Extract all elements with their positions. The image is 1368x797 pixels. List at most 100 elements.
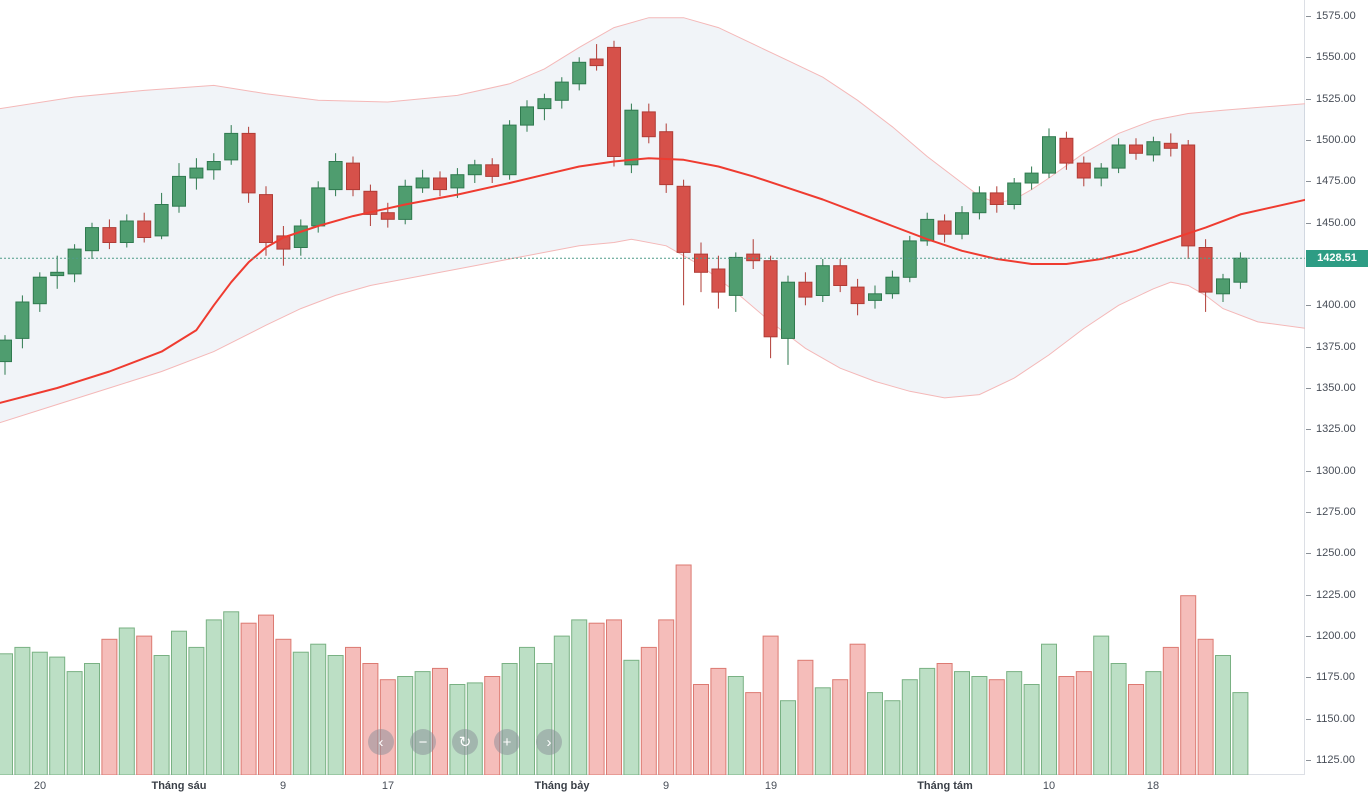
price-tick-label: 1300.00 <box>1316 465 1356 477</box>
chart-canvas[interactable] <box>0 0 1305 775</box>
volume-bar <box>501 663 518 775</box>
price-tick-mark <box>1306 719 1311 720</box>
volume-bar <box>397 676 414 775</box>
volume-bar <box>379 679 396 775</box>
volume-bar <box>727 676 744 775</box>
sma-line <box>0 157 1305 404</box>
volume-bar <box>640 646 657 775</box>
volume-bar <box>275 638 292 775</box>
pan-left-button[interactable]: ‹ <box>368 729 394 755</box>
price-tick-label: 1525.00 <box>1316 93 1356 105</box>
price-tick-label: 1150.00 <box>1316 713 1355 725</box>
candle-body <box>346 162 360 191</box>
volume-bar <box>1215 655 1231 775</box>
candle-body <box>989 192 1004 205</box>
price-tick-mark <box>1306 553 1311 554</box>
candle-body <box>0 339 12 363</box>
candle-body <box>224 132 239 161</box>
candle-body <box>467 164 482 176</box>
candle-body <box>955 212 969 235</box>
volume-bar <box>258 614 274 775</box>
candle-body <box>485 164 500 177</box>
candle-body <box>711 268 726 293</box>
candle-body <box>433 177 447 191</box>
candle-body <box>815 265 830 297</box>
candle-body <box>763 260 778 338</box>
price-tick-mark <box>1306 99 1311 100</box>
time-axis[interactable]: 20 Tháng sáu 9 17 Tháng bảy 9 19 Tháng tám 10 18 <box>0 776 1368 797</box>
price-tick-mark <box>1306 140 1311 141</box>
candle-body <box>189 167 204 179</box>
price-tick-label: 1400.00 <box>1316 299 1356 311</box>
volume-bar <box>153 655 170 775</box>
time-axis-label: 18 <box>1146 780 1160 792</box>
candle-body <box>885 276 900 295</box>
volume-bar <box>1232 692 1249 775</box>
price-tick-mark <box>1306 636 1311 637</box>
volume-bar <box>31 651 48 775</box>
price-tick-label: 1125.00 <box>1316 754 1355 766</box>
price-tick-label: 1225.00 <box>1316 589 1356 601</box>
candle-body <box>902 240 917 278</box>
volume-bar <box>762 635 779 775</box>
time-axis-label: 10 <box>1042 780 1056 792</box>
candle-body <box>1111 144 1126 169</box>
candle-body <box>746 253 761 262</box>
candle-body <box>554 81 569 101</box>
volume-bar <box>345 646 361 775</box>
volume-bar <box>14 646 31 775</box>
price-tick-mark <box>1306 471 1311 472</box>
candle-body <box>607 46 621 157</box>
price-tick-label: 1375.00 <box>1316 341 1356 353</box>
reset-chart-button[interactable]: ↻ <box>452 729 478 755</box>
candle-body <box>920 218 935 242</box>
volume-bar <box>362 663 379 775</box>
volume-bar <box>536 663 553 775</box>
candle-body <box>624 109 639 166</box>
candle-body <box>972 192 987 214</box>
candle-body <box>572 61 587 85</box>
time-axis-label: 9 <box>279 780 287 792</box>
candle-body <box>850 286 865 305</box>
price-tick-label: 1350.00 <box>1316 382 1356 394</box>
volume-bar <box>49 656 66 775</box>
volume-bar <box>0 653 13 775</box>
zoom-out-button[interactable]: − <box>410 729 436 755</box>
price-tick-label: 1450.00 <box>1316 217 1356 229</box>
candle-body <box>32 276 47 305</box>
candle-body <box>67 248 82 275</box>
candle-body <box>363 190 378 215</box>
volume-bar <box>292 651 309 775</box>
volume-bar <box>867 692 883 775</box>
chart-nav-controls: ‹ − ↻ + › <box>368 729 562 755</box>
volume-bar <box>188 646 205 775</box>
pan-right-button[interactable]: › <box>536 729 562 755</box>
volume-bar <box>606 619 622 775</box>
volume-bar <box>1197 638 1214 775</box>
volume-bar <box>432 667 448 775</box>
price-axis[interactable]: 1575.00 1550.00 1525.00 1500.00 1475.00 1450.… <box>1306 0 1368 775</box>
candle-body <box>1198 247 1213 293</box>
candle-body <box>102 227 117 244</box>
candle-body <box>119 220 134 243</box>
candle-body <box>676 185 691 253</box>
refresh-icon: ↻ <box>458 733 472 751</box>
volume-bar <box>658 619 675 775</box>
candle-body <box>259 194 273 244</box>
time-axis-label: Tháng tám <box>917 780 973 792</box>
volume-bar <box>693 684 709 775</box>
candle-body <box>311 187 326 227</box>
volume-bar <box>205 619 222 775</box>
price-tick-label: 1250.00 <box>1316 547 1356 559</box>
candle-body <box>520 106 534 126</box>
zoom-in-button[interactable]: + <box>494 729 520 755</box>
price-chart-pane[interactable]: ‹ − ↻ + › <box>0 0 1305 775</box>
volume-bar <box>136 635 153 775</box>
volume-bar <box>675 564 692 775</box>
volume-bar <box>936 663 953 775</box>
volume-bar <box>327 655 344 775</box>
volume-bar <box>101 638 118 775</box>
plus-icon: + <box>502 733 512 751</box>
volume-bar <box>310 643 327 775</box>
